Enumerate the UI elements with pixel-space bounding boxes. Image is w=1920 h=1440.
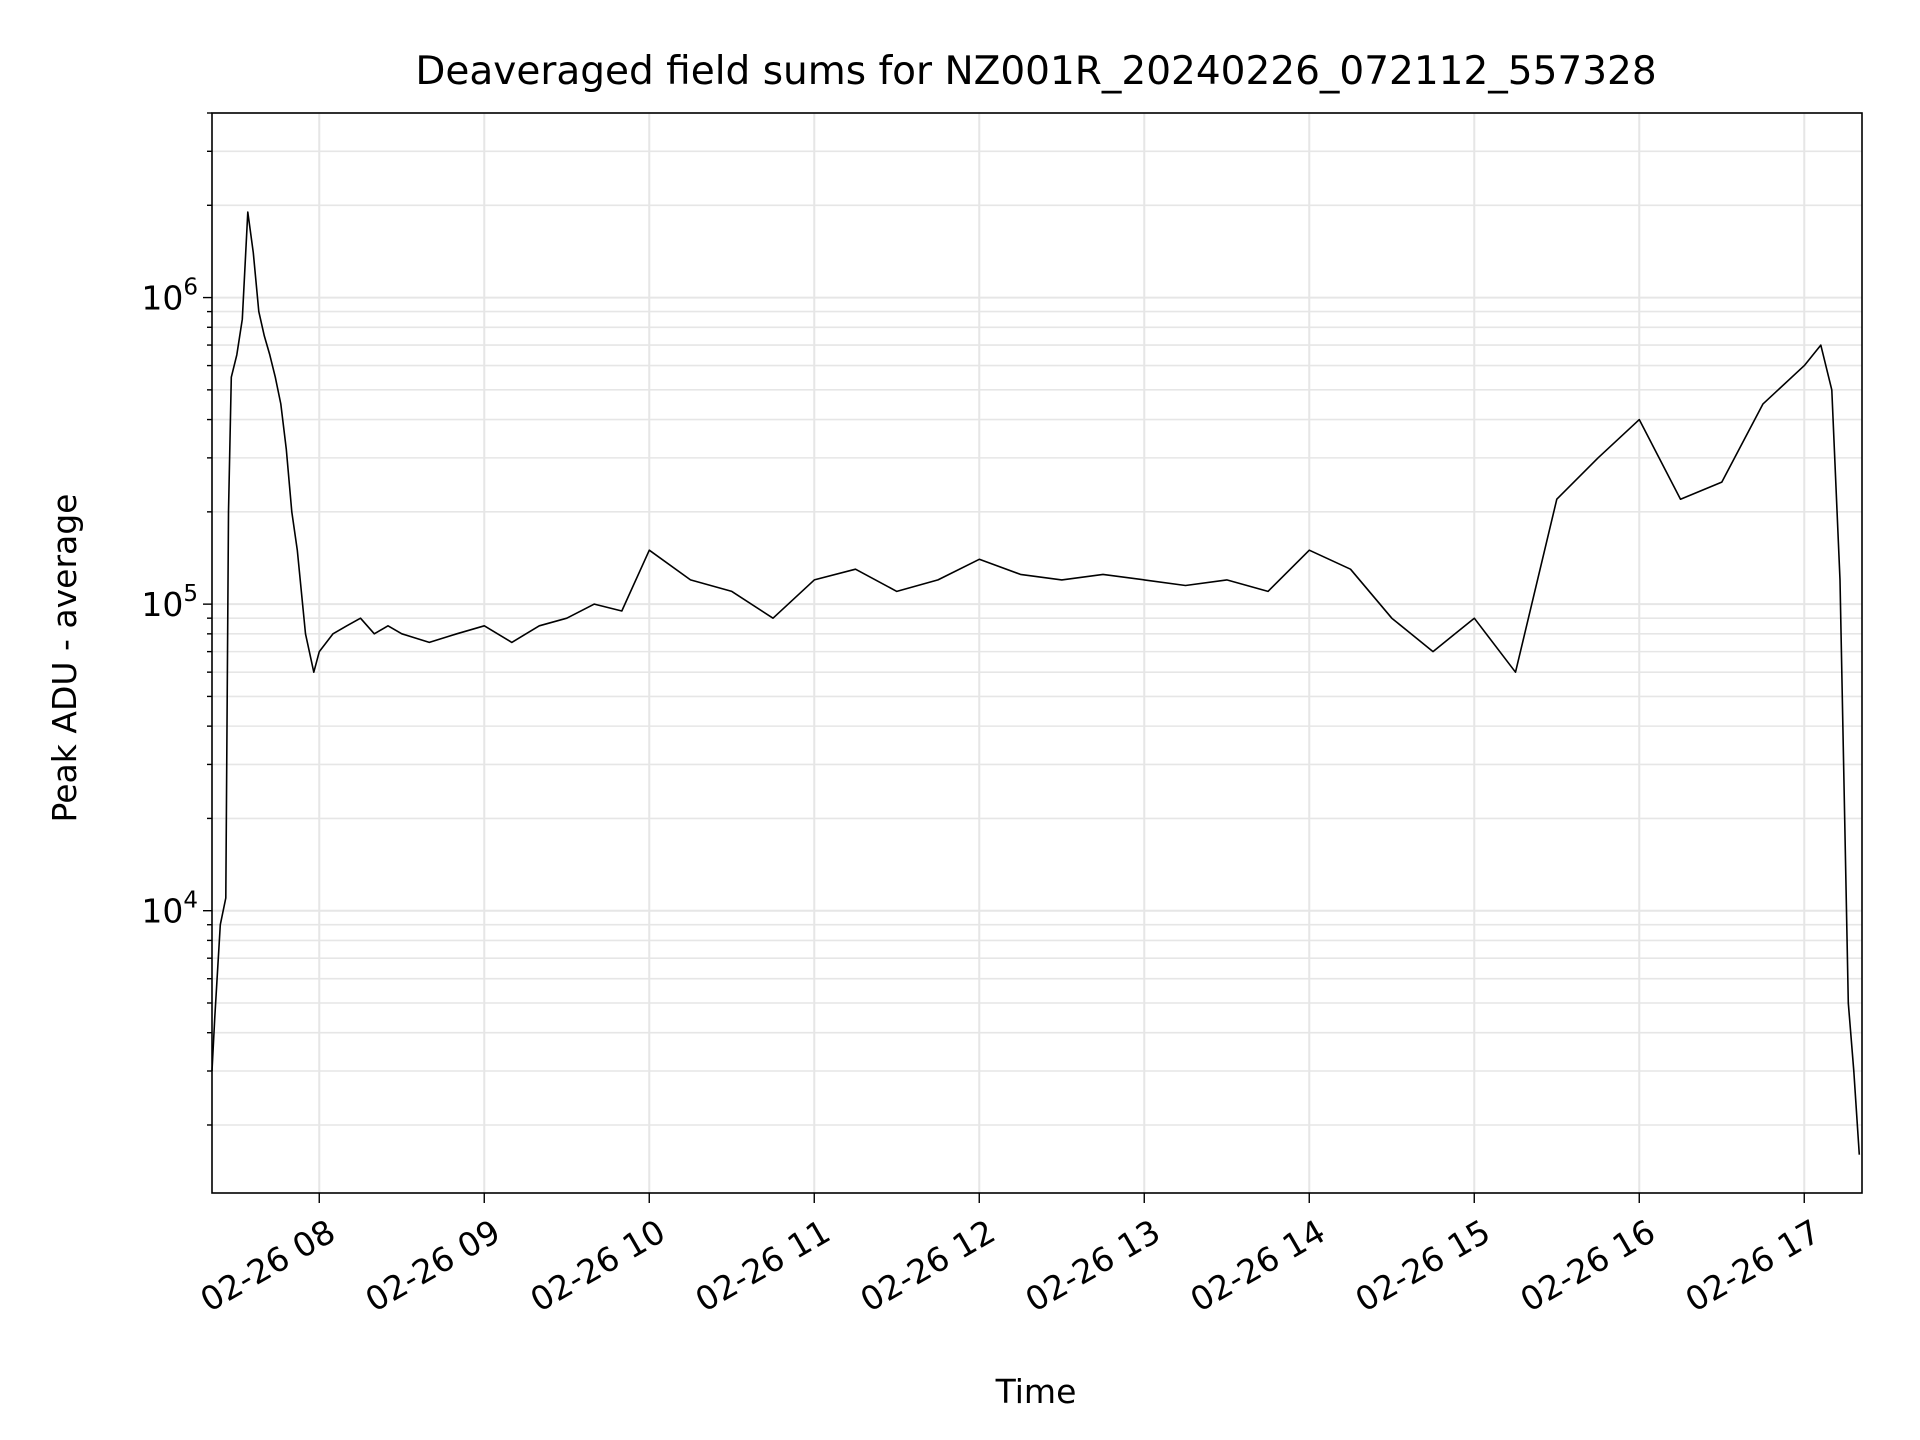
chart-title: Deaveraged field sums for NZ001R_2024022… <box>415 49 1656 94</box>
x-axis-label: Time <box>995 1372 1077 1411</box>
series-line <box>211 211 1861 1155</box>
series-layer <box>211 211 1861 1155</box>
y-axis-label: Peak ADU - average <box>45 494 84 823</box>
y-tick-label: 106 <box>141 275 198 318</box>
plot-frame <box>211 112 1863 1194</box>
y-tick-label: 104 <box>141 888 198 931</box>
y-tick-label: 105 <box>141 581 198 624</box>
grid <box>212 112 1862 1193</box>
